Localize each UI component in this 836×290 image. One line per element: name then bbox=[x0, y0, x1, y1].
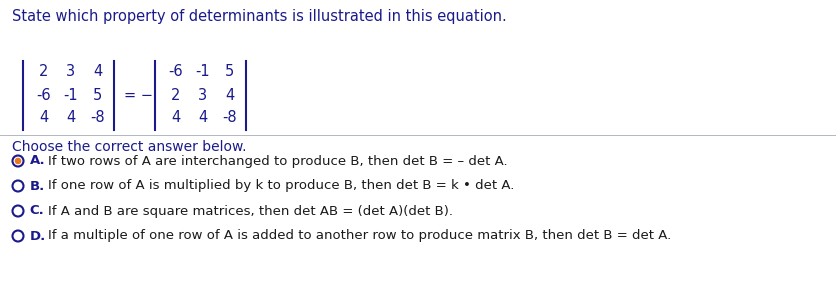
Text: 3: 3 bbox=[66, 64, 75, 79]
Text: -1: -1 bbox=[64, 88, 78, 102]
Text: -6: -6 bbox=[36, 88, 51, 102]
Text: 4: 4 bbox=[66, 110, 75, 126]
Text: 4: 4 bbox=[171, 110, 180, 126]
Text: 4: 4 bbox=[39, 110, 48, 126]
Text: C.: C. bbox=[29, 204, 44, 218]
Text: 3: 3 bbox=[198, 88, 207, 102]
Text: D.: D. bbox=[29, 229, 46, 242]
Text: -8: -8 bbox=[90, 110, 104, 126]
Text: A.: A. bbox=[29, 155, 45, 168]
Text: 2: 2 bbox=[171, 88, 181, 102]
Text: If two rows of A are interchanged to produce B, then det B = – det A.: If two rows of A are interchanged to pro… bbox=[48, 155, 507, 168]
Text: 4: 4 bbox=[93, 64, 102, 79]
Text: If one row of A is multiplied by k to produce B, then det B = k • det A.: If one row of A is multiplied by k to pr… bbox=[48, 180, 514, 193]
Text: Choose the correct answer below.: Choose the correct answer below. bbox=[12, 140, 247, 154]
Text: -8: -8 bbox=[222, 110, 237, 126]
Text: 5: 5 bbox=[225, 64, 234, 79]
Text: B.: B. bbox=[29, 180, 45, 193]
Text: 4: 4 bbox=[225, 88, 234, 102]
Text: 4: 4 bbox=[198, 110, 207, 126]
Text: If a multiple of one row of A is added to another row to produce matrix B, then : If a multiple of one row of A is added t… bbox=[48, 229, 670, 242]
Text: -6: -6 bbox=[168, 64, 183, 79]
Text: State which property of determinants is illustrated in this equation.: State which property of determinants is … bbox=[12, 9, 507, 24]
Circle shape bbox=[15, 158, 21, 164]
Text: 2: 2 bbox=[38, 64, 48, 79]
Text: -1: -1 bbox=[195, 64, 210, 79]
Text: 5: 5 bbox=[93, 88, 102, 102]
Text: = −: = − bbox=[124, 88, 153, 102]
Text: If A and B are square matrices, then det AB = (det A)(det B).: If A and B are square matrices, then det… bbox=[48, 204, 452, 218]
